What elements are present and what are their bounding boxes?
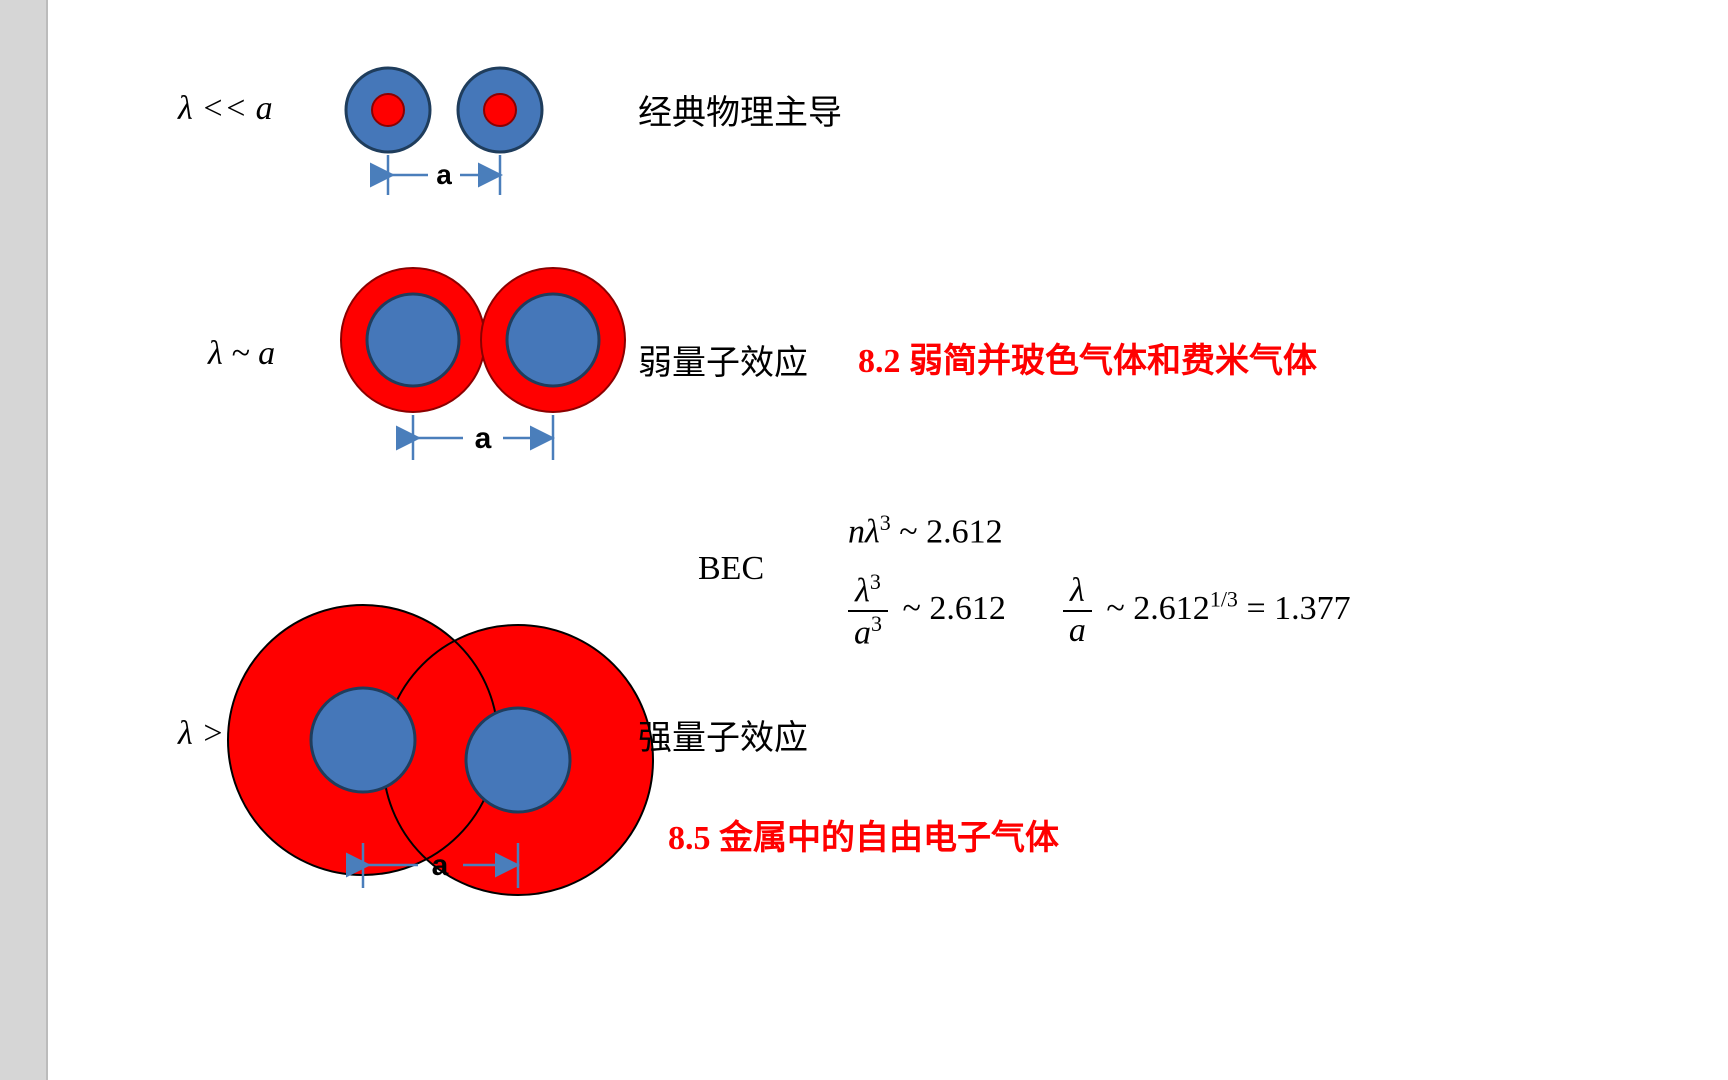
description-3: 强量子效应: [638, 710, 808, 759]
a-label-3: a: [432, 849, 449, 882]
diagram-strong-quantum: a: [208, 585, 678, 965]
bec-label: BEC: [698, 550, 764, 588]
section-ref-3: 8.5 金属中的自由电子气体: [668, 810, 1059, 859]
mid1: ~ 2.612: [903, 590, 1006, 627]
slide-content: λ << a a 经典物理主: [48, 0, 1728, 1080]
condition-1: λ << a: [178, 90, 273, 128]
condition-2: λ ~ a: [208, 335, 275, 373]
particle-2-left: [341, 268, 485, 412]
f1-l: nλ: [848, 513, 880, 550]
formula-line1: nλ3 ~ 2.612: [848, 510, 1003, 551]
section-ref-2: 8.2 弱简并玻色气体和费米气体: [858, 333, 1317, 382]
row-weak-quantum: λ ~ a a 弱量子效应: [48, 255, 1728, 485]
diagram-weak-quantum: a: [328, 260, 648, 490]
particle-1-left: [346, 68, 430, 152]
core-3-right: [466, 708, 570, 812]
mid2-r: = 1.377: [1238, 590, 1351, 627]
mid2-sup: 1/3: [1210, 586, 1238, 611]
core-3-left: [311, 688, 415, 792]
description-2: 弱量子效应: [638, 335, 808, 384]
row-classical: λ << a a 经典物理主: [48, 40, 1728, 220]
frac-lambda3-a3: λ3 a3: [848, 570, 888, 651]
a-label-1: a: [436, 159, 452, 190]
f1-r: ~ 2.612: [891, 513, 1003, 550]
particle-2-right: [481, 268, 625, 412]
mid2-l: ~ 2.612: [1106, 590, 1209, 627]
diagram-classical: a: [328, 50, 588, 230]
page-left-edge: [0, 0, 48, 1080]
description-1: 经典物理主导: [638, 85, 842, 134]
f1-sup: 3: [880, 510, 891, 535]
frac-lambda-a: λ a: [1063, 572, 1092, 649]
formula-line2: λ3 a3 ~ 2.612 λ a ~ 2.6121/3 = 1.377: [848, 570, 1351, 651]
particle-1-right: [458, 68, 542, 152]
a-label-2: a: [475, 422, 492, 455]
row-strong-quantum: λ >> a: [48, 540, 1728, 1000]
